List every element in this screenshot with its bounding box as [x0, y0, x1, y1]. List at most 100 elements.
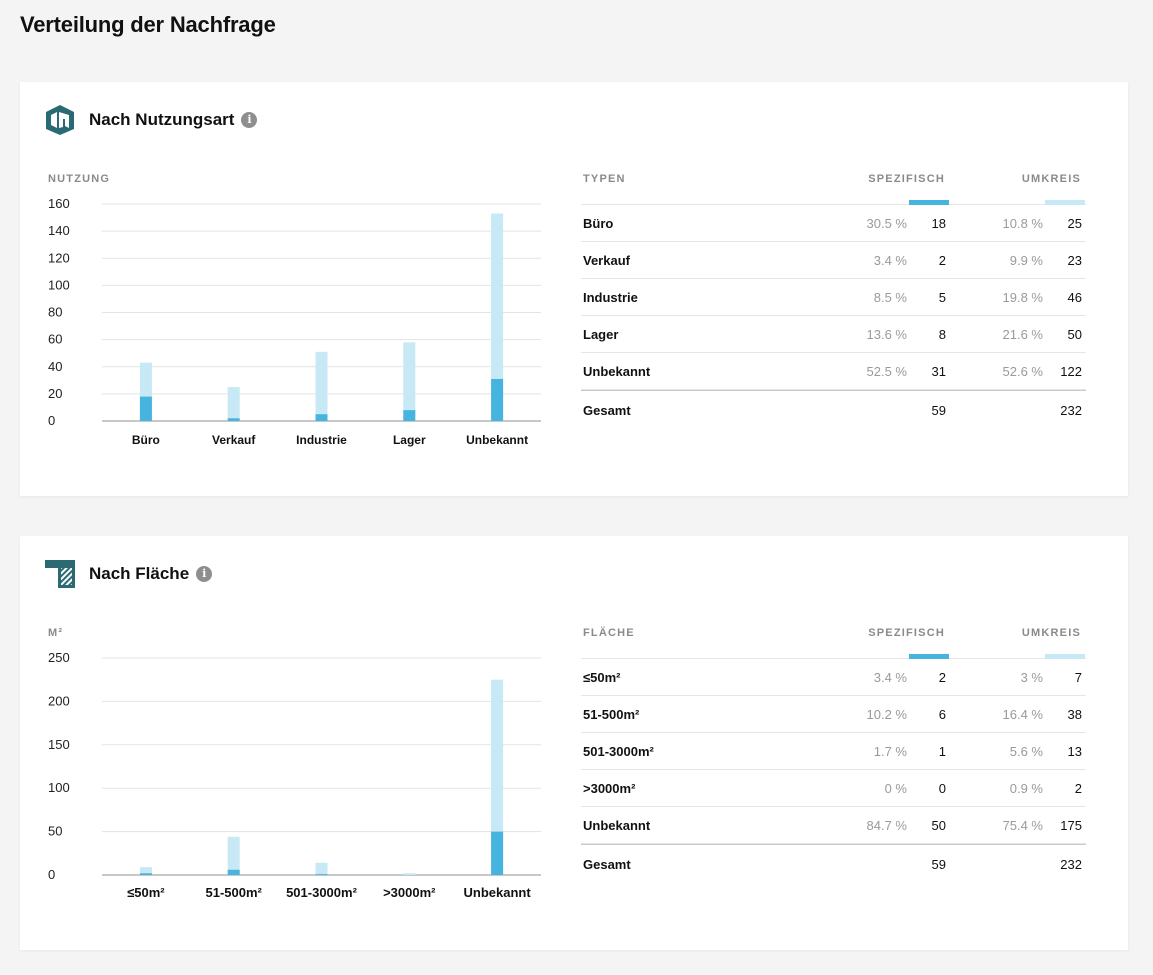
row-name: Büro — [583, 216, 614, 231]
bar-radius — [491, 679, 504, 875]
x-tick-label: Büro — [132, 433, 160, 447]
row-rad-pct: 75.4 % — [1002, 818, 1043, 833]
col-radius-header: UMKREIS — [1021, 627, 1081, 639]
area-card: Nach Fläche i M² 0 50 100 150 200 250 ≤50m² 51-… — [20, 536, 1128, 950]
x-tick-label: >3000m² — [383, 885, 436, 900]
bar-radius — [227, 387, 240, 421]
row-spec-val: 2 — [938, 253, 946, 268]
bar-radius — [227, 836, 240, 875]
y-tick-label: 200 — [48, 693, 70, 708]
bar-specific — [491, 378, 504, 421]
table-row: Büro 30.5 % 18 10.8 % 25 — [581, 205, 1086, 242]
total-spec-val: 59 — [931, 403, 946, 418]
row-spec-pct: 3.4 % — [873, 253, 907, 268]
x-tick-label: Verkauf — [212, 433, 256, 447]
y-tick-label: 160 — [48, 196, 70, 211]
row-name: 51-500m² — [583, 707, 640, 722]
usage-bar-chart: 0 20 40 60 80 100 120 140 160 Büro Verkauf Industri… — [48, 196, 541, 447]
row-name: ≤50m² — [583, 670, 621, 685]
row-name: Industrie — [583, 290, 638, 305]
total-spec-val: 59 — [931, 857, 946, 872]
row-rad-val: 50 — [1067, 327, 1082, 342]
bar-radius — [403, 342, 416, 421]
bar-specific — [227, 418, 240, 421]
info-icon[interactable]: i — [196, 566, 213, 582]
row-spec-val: 1 — [938, 744, 946, 759]
floor-area-icon — [45, 560, 75, 588]
y-tick-label: 140 — [48, 223, 70, 238]
row-name: Unbekannt — [583, 364, 651, 379]
table-row: Verkauf 3.4 % 2 9.9 % 23 — [581, 242, 1086, 279]
table-header: FLÄCHE SPEZIFISCH UMKREIS — [581, 620, 1086, 659]
row-rad-val: 2 — [1074, 781, 1082, 796]
col-radius-header: UMKREIS — [1021, 173, 1081, 185]
col-name-header: FLÄCHE — [583, 627, 635, 639]
row-rad-val: 46 — [1067, 290, 1082, 305]
usage-card: Nach Nutzungsart i NUTZUNG 0 20 40 60 80 100 1… — [20, 82, 1128, 496]
row-rad-val: 23 — [1067, 253, 1082, 268]
bar-specific — [139, 396, 152, 421]
row-spec-pct: 84.7 % — [866, 818, 907, 833]
total-label: Gesamt — [583, 857, 631, 872]
row-rad-val: 38 — [1067, 707, 1082, 722]
bar-specific — [491, 831, 504, 875]
row-spec-pct: 1.7 % — [873, 744, 907, 759]
table-header: TYPEN SPEZIFISCH UMKREIS — [581, 166, 1086, 205]
row-spec-pct: 0 % — [884, 781, 907, 796]
row-rad-pct: 19.8 % — [1002, 290, 1043, 305]
row-name: Lager — [583, 327, 619, 342]
radius-color-key — [1045, 654, 1085, 659]
x-tick-label: 501-3000m² — [286, 885, 357, 900]
y-tick-label: 20 — [48, 386, 62, 401]
row-spec-pct: 52.5 % — [866, 364, 907, 379]
x-tick-label: Unbekannt — [464, 885, 532, 900]
table-row: Industrie 8.5 % 5 19.8 % 46 — [581, 279, 1086, 316]
y-tick-label: 0 — [48, 867, 55, 882]
y-tick-label: 150 — [48, 737, 70, 752]
y-tick-label: 60 — [48, 332, 62, 347]
row-rad-pct: 16.4 % — [1002, 707, 1043, 722]
table-row: Lager 13.6 % 8 21.6 % 50 — [581, 316, 1086, 353]
bar-radius — [315, 862, 328, 875]
row-spec-pct: 10.2 % — [866, 707, 907, 722]
x-tick-label: ≤50m² — [127, 885, 165, 900]
chart-axis-label: M² — [48, 627, 64, 639]
page-title: Verteilung der Nachfrage — [20, 12, 276, 37]
y-tick-label: 100 — [48, 277, 70, 292]
x-tick-label: Unbekannt — [466, 433, 528, 447]
row-rad-val: 7 — [1074, 670, 1082, 685]
card-title: Nach Nutzungsart — [89, 110, 235, 129]
bar-radius — [315, 351, 328, 421]
bar-specific — [315, 874, 328, 875]
total-rad-val: 232 — [1060, 403, 1082, 418]
row-spec-val: 8 — [938, 327, 946, 342]
row-spec-pct: 13.6 % — [866, 327, 907, 342]
specific-color-key — [909, 200, 949, 205]
col-name-header: TYPEN — [583, 173, 626, 185]
card-header: Nach Nutzungsart i — [44, 104, 258, 136]
table-row: 51-500m² 10.2 % 6 16.4 % 38 — [581, 696, 1086, 733]
row-spec-val: 5 — [938, 290, 946, 305]
specific-color-key — [909, 654, 949, 659]
row-rad-pct: 10.8 % — [1002, 216, 1043, 231]
row-spec-val: 31 — [931, 364, 946, 379]
row-rad-pct: 21.6 % — [1002, 327, 1043, 342]
radius-color-key — [1045, 200, 1085, 205]
card-header: Nach Fläche i — [44, 558, 213, 590]
y-tick-label: 50 — [48, 824, 62, 839]
row-rad-pct: 0.9 % — [1009, 781, 1043, 796]
building-usage-icon — [46, 105, 74, 135]
x-tick-label: Industrie — [296, 433, 347, 447]
bar-specific — [315, 414, 328, 421]
info-icon[interactable]: i — [241, 112, 258, 128]
chart-axis-label: NUTZUNG — [48, 173, 111, 185]
total-rad-val: 232 — [1060, 857, 1082, 872]
row-name: 501-3000m² — [583, 744, 654, 759]
row-spec-val: 50 — [931, 818, 946, 833]
row-rad-val: 25 — [1067, 216, 1082, 231]
card-title: Nach Fläche — [89, 564, 190, 583]
y-tick-label: 250 — [48, 650, 70, 665]
area-bar-chart: 0 50 100 150 200 250 ≤50m² 51-500m² 501-3000m² >3… — [48, 650, 541, 900]
row-name: Unbekannt — [583, 818, 651, 833]
x-tick-label: 51-500m² — [206, 885, 263, 900]
